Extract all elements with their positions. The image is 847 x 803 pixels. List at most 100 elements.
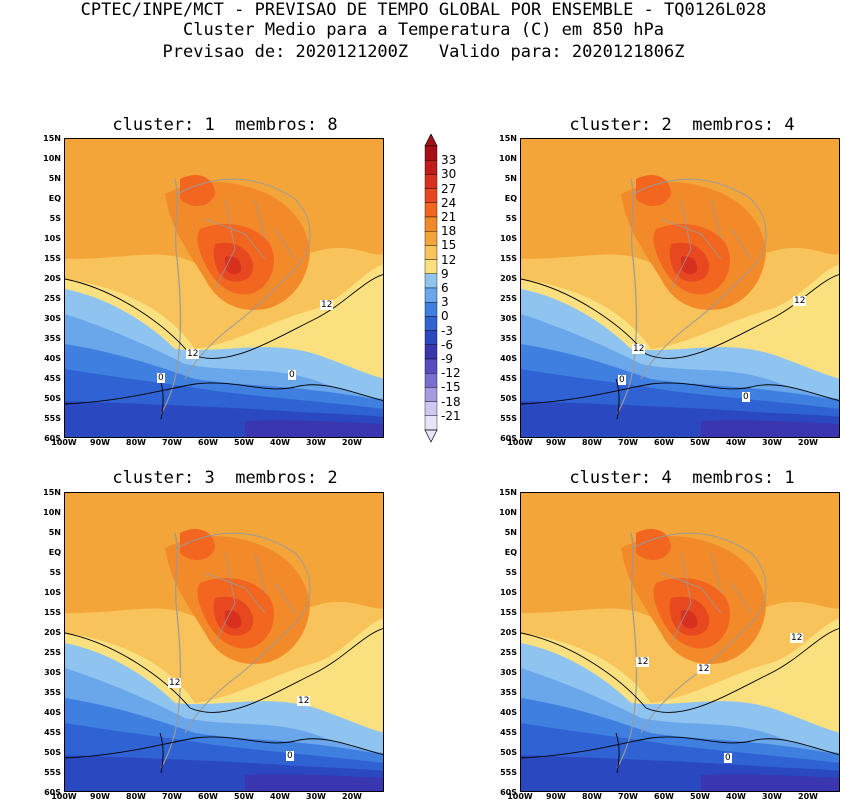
colorbar-level-label: 24 <box>441 195 457 210</box>
lat-tick-label: 40S <box>500 708 517 717</box>
lon-tick-label: 90W <box>546 792 566 801</box>
lat-tick-label: 20S <box>500 628 517 637</box>
map-svg <box>521 139 839 437</box>
colorbar-level-label: -15 <box>441 380 461 395</box>
lat-tick-label: 10N <box>43 508 61 517</box>
lat-tick-label: 20S <box>500 274 517 283</box>
lon-tick-label: 50W <box>234 792 254 801</box>
lon-tick-label: 30W <box>762 438 782 447</box>
main-title-line2: Cluster Medio para a Temperatura (C) em … <box>182 20 665 40</box>
panel-title-4: cluster: 4 membros: 1 <box>569 468 795 488</box>
colorbar-level-label: 27 <box>441 181 457 196</box>
colorbar-level-label: 18 <box>441 224 457 239</box>
lat-tick-label: 10S <box>500 588 517 597</box>
contour-label: 0 <box>618 375 626 385</box>
colorbar-level-label: 6 <box>441 281 449 295</box>
lat-tick-label: 45S <box>44 374 61 383</box>
lon-tick-label: 60W <box>198 438 218 447</box>
main-title-line3: Previsao de: 2020121200Z Valido para: 20… <box>162 42 685 62</box>
lat-tick-label: 15S <box>500 608 517 617</box>
lat-tick-label: 10N <box>43 154 61 163</box>
colorbar-level-label: 0 <box>441 309 449 324</box>
lon-tick-label: 80W <box>582 792 602 801</box>
lat-tick-label: 5S <box>49 568 61 577</box>
lat-tick-label: EQ <box>48 194 61 203</box>
lon-tick-label: 40W <box>726 438 746 447</box>
contour-label: 0 <box>286 751 294 761</box>
lon-tick-label: 50W <box>234 438 254 447</box>
colorbar-level-label: 9 <box>441 266 449 281</box>
contour-label: 0 <box>742 392 750 402</box>
lon-tick-label: 20W <box>342 792 362 801</box>
lat-tick-label: 45S <box>500 728 517 737</box>
lat-tick-label: 10N <box>499 154 517 163</box>
lat-tick-label: 5N <box>504 528 517 537</box>
colorbar-level-label: -3 <box>441 323 453 338</box>
map-panel-3 <box>64 492 384 792</box>
lon-tick-label: 20W <box>342 438 362 447</box>
lon-tick-label: 20W <box>798 438 818 447</box>
contour-label: 12 <box>697 664 711 674</box>
colorbar-level-label: 33 <box>441 153 457 168</box>
lat-tick-label: 10S <box>44 234 61 243</box>
map-panel-1 <box>64 138 384 438</box>
lat-tick-label: 60S <box>44 434 61 443</box>
panel-title-2: cluster: 2 membros: 4 <box>569 115 795 135</box>
map-panel-4 <box>520 492 840 792</box>
lon-tick-label: 70W <box>162 438 182 447</box>
lon-tick-label: 90W <box>90 792 110 801</box>
lat-tick-label: 35S <box>500 334 517 343</box>
lon-tick-label: 60W <box>198 792 218 801</box>
lat-tick-label: EQ <box>48 548 61 557</box>
contour-label: 12 <box>793 296 807 306</box>
lon-tick-label: 40W <box>270 438 290 447</box>
lon-tick-label: 70W <box>618 438 638 447</box>
lat-tick-label: 15S <box>44 608 61 617</box>
lat-tick-label: 5S <box>49 214 61 223</box>
lat-tick-label: 55S <box>500 414 517 423</box>
main-title-line1: CPTEC/INPE/MCT - PREVISAO DE TEMPO GLOBA… <box>80 0 767 20</box>
lon-tick-label: 30W <box>306 792 326 801</box>
contour-label: 12 <box>790 633 804 643</box>
lon-tick-label: 100W <box>507 438 533 447</box>
lat-tick-label: 35S <box>500 688 517 697</box>
lat-tick-label: 55S <box>500 768 517 777</box>
contour-label: 12 <box>320 300 334 310</box>
lat-tick-label: 25S <box>44 294 61 303</box>
lon-tick-label: 100W <box>51 438 77 447</box>
lat-tick-label: 10S <box>500 234 517 243</box>
contour-label: 12 <box>297 696 311 706</box>
lat-tick-label: 15N <box>499 488 517 497</box>
contour-label: 12 <box>168 678 182 688</box>
lat-tick-label: 40S <box>44 354 61 363</box>
contour-label: 0 <box>724 753 732 763</box>
map-svg <box>65 493 383 791</box>
lon-tick-label: 80W <box>582 438 602 447</box>
lat-tick-label: 45S <box>500 374 517 383</box>
map-panel-2 <box>520 138 840 438</box>
lon-tick-label: 80W <box>126 438 146 447</box>
lat-tick-label: 55S <box>44 768 61 777</box>
lat-tick-label: 45S <box>44 728 61 737</box>
colorbar-level-label: 3 <box>441 295 449 310</box>
lat-tick-label: 35S <box>44 334 61 343</box>
contour-label: 0 <box>157 373 165 383</box>
colorbar-level-label: -12 <box>441 366 461 381</box>
lon-tick-label: 40W <box>270 792 290 801</box>
lon-tick-label: 70W <box>618 792 638 801</box>
lat-tick-label: EQ <box>504 548 517 557</box>
lon-tick-label: 50W <box>690 792 710 801</box>
lat-tick-label: 20S <box>44 628 61 637</box>
lat-tick-label: 20S <box>44 274 61 283</box>
lon-tick-label: 30W <box>762 792 782 801</box>
lat-tick-label: 50S <box>44 394 61 403</box>
lon-tick-label: 30W <box>306 438 326 447</box>
lat-tick-label: 10N <box>499 508 517 517</box>
contour-label: 0 <box>288 370 296 380</box>
lat-tick-label: 50S <box>500 394 517 403</box>
lat-tick-label: 35S <box>44 688 61 697</box>
lat-tick-label: 40S <box>500 354 517 363</box>
lat-tick-label: 5N <box>48 174 61 183</box>
lat-tick-label: 5N <box>48 528 61 537</box>
lon-tick-label: 100W <box>51 792 77 801</box>
